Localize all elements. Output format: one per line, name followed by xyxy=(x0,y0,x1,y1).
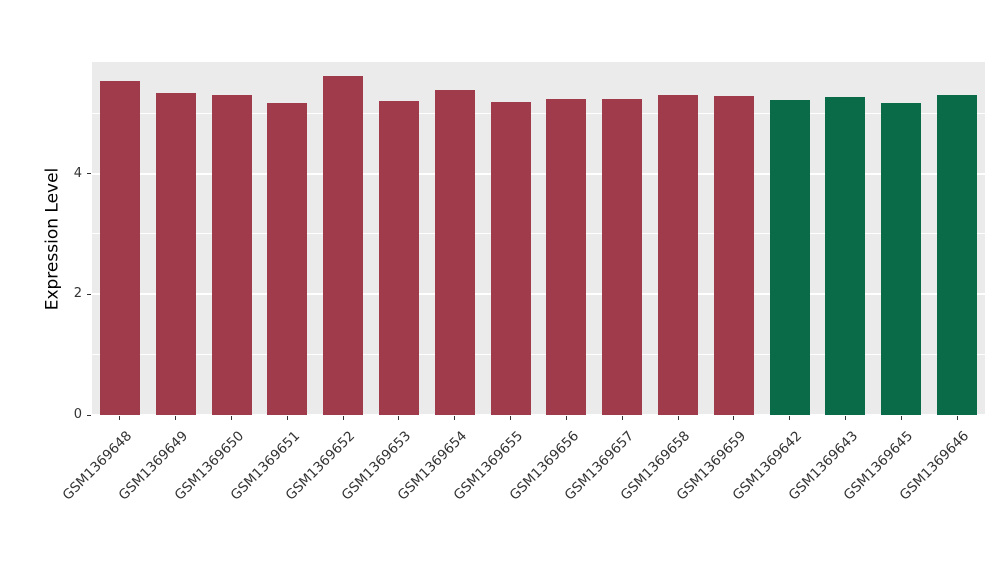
x-tick-mark xyxy=(677,416,679,420)
gridline-major xyxy=(92,172,985,175)
x-tick-mark xyxy=(900,416,902,420)
x-tick-mark xyxy=(454,416,456,420)
x-tick-mark xyxy=(733,416,735,420)
x-tick-mark xyxy=(789,416,791,420)
x-tick-mark xyxy=(231,416,233,420)
bar-GSM1369646 xyxy=(937,94,978,415)
bar-GSM1369657 xyxy=(602,99,643,415)
y-tick-mark xyxy=(87,293,91,295)
gridline-major xyxy=(92,293,985,296)
plot-panel xyxy=(92,62,985,416)
bar-GSM1369654 xyxy=(434,90,475,415)
bar-GSM1369648 xyxy=(99,80,140,415)
x-tick-mark xyxy=(510,416,512,420)
y-tick-label: 0 xyxy=(73,407,82,422)
x-tick-mark xyxy=(119,416,121,420)
y-tick-mark xyxy=(87,173,91,175)
x-tick-mark xyxy=(398,416,400,420)
bar-GSM1369645 xyxy=(881,103,922,415)
bar-GSM1369658 xyxy=(658,94,699,415)
bar-GSM1369649 xyxy=(155,92,196,415)
bar-GSM1369652 xyxy=(323,75,364,415)
y-tick-label: 4 xyxy=(73,165,82,181)
y-tick-label: 2 xyxy=(73,286,82,302)
bar-GSM1369650 xyxy=(211,95,252,415)
x-tick-mark xyxy=(342,416,344,420)
x-tick-mark xyxy=(565,416,567,420)
x-tick-mark xyxy=(286,416,288,420)
bar-GSM1369643 xyxy=(825,96,866,415)
bar-GSM1369651 xyxy=(267,103,308,415)
gridline-minor xyxy=(92,354,985,356)
bar-GSM1369653 xyxy=(378,100,419,415)
y-tick-mark xyxy=(87,414,91,416)
bar-GSM1369642 xyxy=(769,100,810,415)
gridline-major xyxy=(92,414,985,416)
bar-GSM1369656 xyxy=(546,99,587,415)
bar-GSM1369659 xyxy=(713,96,754,415)
gridline-minor xyxy=(92,233,985,235)
x-tick-mark xyxy=(621,416,623,420)
bar-GSM1369655 xyxy=(490,101,531,415)
gridline-minor xyxy=(92,112,985,114)
x-tick-mark xyxy=(844,416,846,420)
x-tick-mark xyxy=(956,416,958,420)
x-tick-mark xyxy=(175,416,177,420)
